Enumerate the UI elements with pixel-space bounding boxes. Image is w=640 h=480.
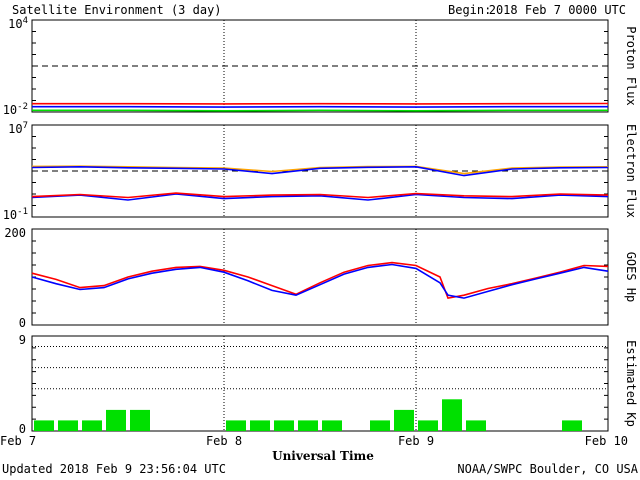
y-tick-label: 0 <box>19 422 26 436</box>
kp-bar <box>58 420 78 431</box>
credit-label: NOAA/SWPC Boulder, CO USA <box>457 462 638 476</box>
series-line <box>31 165 609 177</box>
kp-bar <box>34 420 54 431</box>
proton-flux-panel: 104 10-2 Proton Flux <box>3 16 638 117</box>
y-tick-label: 107 <box>8 121 28 136</box>
y-tick-label: 0 <box>19 316 26 330</box>
series-line <box>31 193 609 201</box>
updated-timestamp: Updated 2018 Feb 9 23:56:04 UTC <box>2 462 226 476</box>
y-tick-label: 104 <box>8 16 28 31</box>
panel-frame <box>31 124 609 218</box>
kp-bar <box>130 409 150 431</box>
y-tick-label: 9 <box>19 333 26 347</box>
kp-bar <box>82 420 102 431</box>
series-line <box>31 261 609 300</box>
series-line <box>32 109 608 112</box>
panel-ylabel: GOES Hp <box>624 252 638 303</box>
goes-hp-panel: 200 0 GOES Hp <box>4 226 638 330</box>
panel-ylabel: Proton Flux <box>624 26 638 105</box>
series-line <box>31 192 609 199</box>
begin-value: 2018 Feb 7 0000 UTC <box>489 3 626 17</box>
x-tick-label: Feb 9 <box>398 434 434 448</box>
kp-bar <box>442 399 462 431</box>
kp-bar <box>226 420 246 431</box>
kp-bar <box>394 409 414 431</box>
x-tick-label: Feb 7 <box>0 434 36 448</box>
kp-bar <box>106 409 126 431</box>
kp-bar <box>250 420 270 431</box>
kp-bar <box>322 420 342 431</box>
x-tick-label: Feb 10 <box>585 434 628 448</box>
kp-bar <box>418 420 438 431</box>
panel-frame <box>31 19 609 113</box>
x-axis-ticks: Feb 7 Feb 8 Feb 9 Feb 10 <box>0 434 628 448</box>
x-tick-label: Feb 8 <box>206 434 242 448</box>
y-tick-label: 10-2 <box>3 102 28 117</box>
panel-frame <box>31 228 609 326</box>
kp-bar <box>298 420 318 431</box>
estimated-kp-panel: 9 0 Estimated Kp <box>19 333 638 436</box>
kp-bar <box>274 420 294 431</box>
y-tick-label: 10-1 <box>3 207 28 222</box>
kp-bar <box>562 420 582 431</box>
electron-flux-panel: 107 10-1 Electron Flux <box>3 121 638 222</box>
chart-title: Satellite Environment (3 day) <box>12 3 222 17</box>
kp-bar <box>370 420 390 431</box>
panel-ylabel: Estimated Kp <box>624 340 638 427</box>
panel-ylabel: Electron Flux <box>624 124 638 218</box>
kp-bar <box>466 420 486 431</box>
y-tick-label: 200 <box>4 226 26 240</box>
begin-label: Begin: <box>448 3 491 17</box>
x-axis-label: Universal Time <box>272 449 374 463</box>
series-line <box>31 263 609 299</box>
